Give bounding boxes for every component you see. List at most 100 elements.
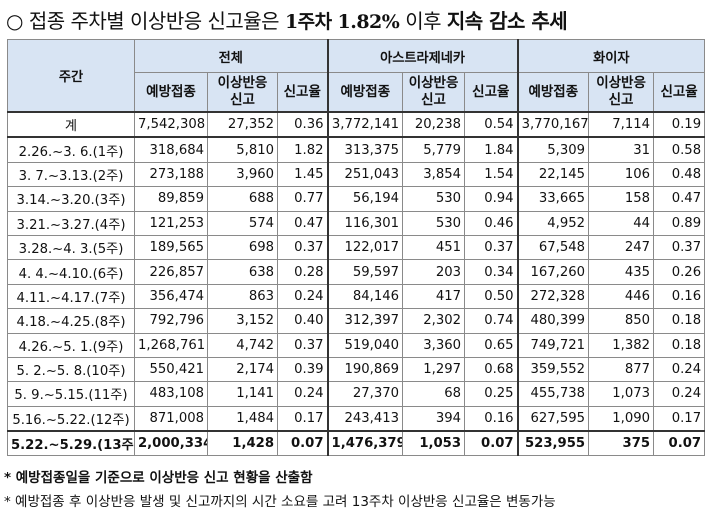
value-cell: 203 — [402, 259, 466, 285]
value-cell: 0.07 — [276, 430, 329, 457]
value-cell: 0.24 — [276, 283, 329, 310]
value-cell: 0.46 — [464, 210, 519, 236]
value-cell: 435 — [588, 259, 655, 285]
value-cell: 5,779 — [402, 136, 466, 163]
table-row: 4.18.~4.25.(8주) 792,796 3,152 0.40 312,397 2,… — [7, 308, 706, 334]
value-cell: 22,145 — [516, 161, 590, 188]
value-cell: 0.24 — [653, 381, 706, 407]
value-cell: 0.37 — [276, 234, 329, 261]
value-cell: 698 — [207, 234, 278, 261]
value-cell: 574 — [207, 210, 278, 236]
report-rate-header: 신고율 — [653, 72, 706, 113]
value-cell: 0.65 — [464, 332, 519, 358]
total-row: 계 7,542,308 27,352 0.36 3,772,141 20,238 0.54 3… — [7, 111, 706, 139]
value-cell: 451 — [402, 234, 466, 261]
table-row: 3.14.~3.20.(3주) 89,859 688 0.77 56,194 530 0.9… — [7, 186, 706, 212]
value-cell: 446 — [588, 283, 655, 310]
value-cell: 0.48 — [653, 161, 706, 188]
period-cell: 5. 9.~5.15.(11주) — [7, 381, 135, 407]
period-cell: 5.16.~5.22.(12주) — [7, 405, 135, 432]
report-rate-header: 신고율 — [464, 72, 519, 113]
value-cell: 0.40 — [276, 308, 329, 334]
title-week: 1주차 — [284, 11, 332, 33]
value-cell: 1,484 — [207, 405, 278, 432]
value-cell: 67,548 — [516, 234, 590, 261]
page-title: ○ 접종 주차별 이상반응 신고율은 1주차 1.82% 이후 지속 감소 추세 — [6, 6, 568, 36]
value-cell: 312,397 — [326, 308, 404, 334]
value-cell: 638 — [207, 259, 278, 285]
value-cell: 122,017 — [326, 234, 404, 261]
value-cell: 0.36 — [276, 111, 329, 139]
vaccinations-header: 예방접종 — [134, 72, 208, 113]
period-cell: 계 — [7, 111, 135, 139]
value-cell: 20,238 — [402, 111, 466, 139]
reports-header: 이상반응 신고 — [588, 72, 655, 113]
value-cell: 0.47 — [276, 210, 329, 236]
table-row: 2.26.~3. 6.(1주) 318,684 5,810 1.82 313,375 5,… — [7, 136, 706, 163]
value-cell: 0.58 — [653, 136, 706, 163]
value-cell: 158 — [588, 186, 655, 212]
value-cell: 0.54 — [464, 111, 519, 139]
value-cell: 550,421 — [134, 356, 208, 383]
value-cell: 1.54 — [464, 161, 519, 188]
value-cell: 247 — [588, 234, 655, 261]
value-cell: 850 — [588, 308, 655, 334]
table-row: 3.28.~4. 3.(5주) 189,565 698 0.37 122,017 451 0… — [7, 234, 706, 261]
adverse-reaction-table: 주간 전체 아스트라제네카 화이자 예방접종 이상반응 신고 신고율 예방접종 이상반응… — [7, 39, 706, 457]
value-cell: 1,297 — [402, 356, 466, 383]
value-cell: 0.17 — [276, 405, 329, 432]
title-rate: 1.82% — [337, 11, 400, 33]
period-cell: 3.28.~4. 3.(5주) — [7, 234, 135, 261]
value-cell: 1,090 — [588, 405, 655, 432]
table-row: 4.26.~5. 1.(9주) 1,268,761 4,742 0.37 519,040… — [7, 332, 706, 358]
period-cell: 4.11.~4.17.(7주) — [7, 283, 135, 310]
value-cell: 749,721 — [516, 332, 590, 358]
value-cell: 792,796 — [134, 308, 208, 334]
value-cell: 0.94 — [464, 186, 519, 212]
period-cell: 4. 4.~4.10.(6주) — [7, 259, 135, 285]
title-text-3: 지속 감소 추세 — [446, 9, 568, 33]
value-cell: 4,742 — [207, 332, 278, 358]
reports-header: 이상반응 신고 — [402, 72, 466, 113]
table-row: 5.22.~5.29.(13주) 2,000,334 1,428 0.07 1,476,… — [7, 430, 706, 457]
period-cell: 3.21.~3.27.(4주) — [7, 210, 135, 236]
value-cell: 417 — [402, 283, 466, 310]
value-cell: 167,260 — [516, 259, 590, 285]
value-cell: 31 — [588, 136, 655, 163]
value-cell: 189,565 — [134, 234, 208, 261]
value-cell: 2,000,334 — [134, 430, 208, 457]
table-row: 4.11.~4.17.(7주) 356,474 863 0.24 84,146 417 0.… — [7, 283, 706, 310]
footnote-1: * 예방접종일을 기준으로 이상반응 신고 현황을 산출함 — [4, 470, 313, 486]
value-cell: 44 — [588, 210, 655, 236]
value-cell: 121,253 — [134, 210, 208, 236]
group-header-total: 전체 — [133, 39, 329, 73]
title-text-2: 이후 — [405, 9, 442, 33]
value-cell: 480,399 — [516, 308, 590, 334]
value-cell: 871,008 — [134, 405, 208, 432]
value-cell: 0.37 — [653, 234, 706, 261]
value-cell: 3,360 — [402, 332, 466, 358]
value-cell: 243,413 — [326, 405, 404, 432]
value-cell: 1,476,379 — [326, 430, 404, 457]
value-cell: 116,301 — [326, 210, 404, 236]
value-cell: 530 — [402, 186, 466, 212]
value-cell: 226,857 — [134, 259, 208, 285]
period-header: 주간 — [7, 39, 135, 113]
value-cell: 356,474 — [134, 283, 208, 310]
value-cell: 0.77 — [276, 186, 329, 212]
value-cell: 688 — [207, 186, 278, 212]
value-cell: 0.16 — [464, 405, 519, 432]
period-cell: 5.22.~5.29.(13주) — [7, 430, 135, 457]
value-cell: 272,328 — [516, 283, 590, 310]
value-cell: 2,174 — [207, 356, 278, 383]
period-cell: 5. 2.~5. 8.(10주) — [7, 356, 135, 383]
table-row: 3. 7.~3.13.(2주) 273,188 3,960 1.45 251,043 3,… — [7, 161, 706, 188]
table-row: 3.21.~3.27.(4주) 121,253 574 0.47 116,301 530 0… — [7, 210, 706, 236]
value-cell: 7,542,308 — [134, 111, 208, 139]
value-cell: 359,552 — [516, 356, 590, 383]
value-cell: 68 — [402, 381, 466, 407]
vaccinations-header: 예방접종 — [326, 72, 404, 113]
value-cell: 0.37 — [464, 234, 519, 261]
value-cell: 1,428 — [207, 430, 278, 457]
value-cell: 313,375 — [326, 136, 404, 163]
